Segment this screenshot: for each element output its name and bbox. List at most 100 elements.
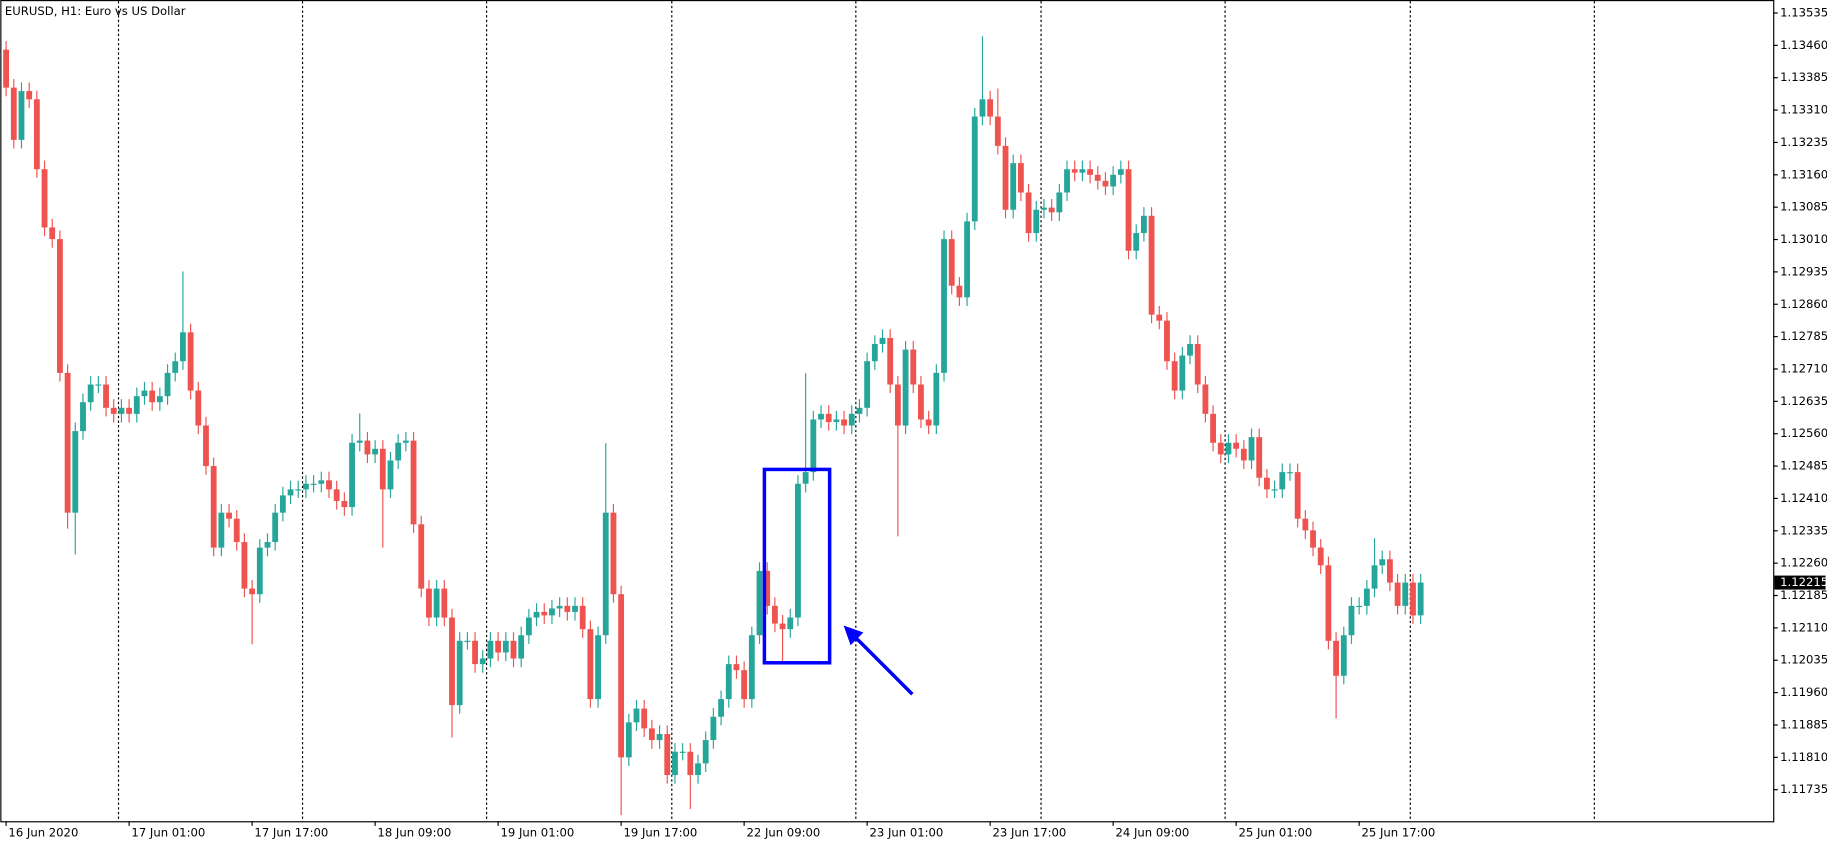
- candle-body: [3, 49, 10, 88]
- candle-body: [979, 99, 986, 117]
- candle-body: [1233, 442, 1240, 449]
- candle-body: [625, 722, 632, 758]
- candle-body: [1017, 163, 1024, 193]
- candle-body: [249, 588, 256, 595]
- y-tick-label: 1.12410: [1780, 491, 1827, 505]
- candle-body: [1125, 169, 1132, 251]
- candle-body: [1033, 209, 1040, 234]
- candle-body: [133, 396, 140, 414]
- candle-body: [1379, 559, 1386, 566]
- candle-body: [933, 372, 940, 426]
- candle-body: [318, 480, 325, 484]
- last-price-box: [1774, 575, 1826, 590]
- candle-body: [1087, 169, 1093, 175]
- x-tick-label: 22 Jun 09:00: [746, 825, 820, 839]
- chart-title: EURUSD, H1: Euro vs US Dollar: [5, 4, 186, 18]
- y-tick-label: 1.12185: [1780, 588, 1827, 602]
- candle-body: [1417, 582, 1424, 616]
- candle-body: [1263, 477, 1270, 490]
- candle-body: [1010, 163, 1017, 210]
- candle-body: [1025, 192, 1032, 234]
- candle-body: [95, 384, 102, 386]
- candle-body: [72, 431, 79, 513]
- candle-body: [633, 708, 640, 723]
- candle-body: [87, 384, 94, 403]
- candle-body: [964, 221, 970, 298]
- x-tick-label: 25 Jun 17:00: [1361, 825, 1435, 839]
- candle-body: [195, 390, 202, 426]
- candle-body: [533, 611, 540, 618]
- candle-body: [472, 640, 478, 665]
- candle-body: [1048, 207, 1055, 213]
- y-tick-label: 1.13235: [1780, 135, 1827, 149]
- candle-body: [510, 640, 517, 659]
- candle-body: [879, 337, 886, 344]
- candle-body: [610, 512, 617, 595]
- y-tick-label: 1.13160: [1780, 167, 1827, 181]
- candle-body: [441, 588, 448, 618]
- y-tick-label: 1.12860: [1780, 297, 1827, 311]
- candle-body: [487, 640, 494, 659]
- candle-body: [41, 169, 48, 228]
- candle-body: [502, 640, 509, 653]
- candle-body: [710, 716, 717, 741]
- candle-body: [1340, 635, 1347, 676]
- candle-body: [295, 489, 302, 491]
- candle-body: [702, 740, 709, 764]
- y-tick-label: 1.13310: [1780, 103, 1827, 117]
- x-tick-label: 23 Jun 01:00: [869, 825, 943, 839]
- candle-body: [1056, 192, 1063, 213]
- candle-body: [1171, 361, 1178, 391]
- candle-body: [856, 407, 863, 414]
- candle-body: [303, 483, 309, 490]
- candle-body: [203, 425, 209, 467]
- x-tick-label: 24 Jun 09:00: [1115, 825, 1189, 839]
- candle-body: [902, 349, 909, 426]
- candle-body: [33, 99, 40, 170]
- candle-body: [1217, 442, 1224, 455]
- candle-body: [864, 361, 871, 408]
- candle-body: [1394, 582, 1401, 606]
- candle-body: [572, 605, 578, 612]
- candle-body: [433, 588, 440, 618]
- y-tick-label: 1.12485: [1780, 459, 1827, 473]
- candle-body: [556, 605, 563, 609]
- candle-body: [602, 512, 609, 636]
- x-tick-label: 18 Jun 09:00: [377, 825, 451, 839]
- candle-body: [1133, 233, 1140, 251]
- candle-body: [1363, 588, 1370, 606]
- candle-body: [1156, 314, 1163, 321]
- candle-body: [1079, 169, 1086, 173]
- x-tick-label: 17 Jun 17:00: [254, 825, 328, 839]
- candle-body: [579, 605, 586, 630]
- candle-body: [971, 116, 978, 222]
- candle-body: [1356, 605, 1363, 608]
- candle-body: [1310, 530, 1316, 548]
- candle-body: [994, 116, 1001, 146]
- candle-body: [848, 413, 855, 426]
- candle-body: [825, 413, 832, 423]
- candle-body: [725, 664, 732, 700]
- x-tick-label: 25 Jun 01:00: [1238, 825, 1312, 839]
- candle-body: [941, 239, 947, 373]
- candle-body: [956, 285, 963, 298]
- x-tick-label: 16 Jun 2020: [8, 825, 78, 839]
- candle-body: [1386, 559, 1393, 583]
- candle-body: [1164, 320, 1170, 362]
- candle-body: [1333, 640, 1340, 676]
- y-tick-label: 1.12635: [1780, 394, 1827, 408]
- candle-body: [49, 227, 56, 240]
- candle-body: [948, 239, 955, 286]
- y-tick-label: 1.11960: [1780, 685, 1827, 699]
- candle-body: [787, 617, 794, 630]
- candle-body: [810, 419, 817, 473]
- candle-body: [26, 91, 33, 100]
- candle-body: [564, 605, 571, 612]
- annotation-arrow: [852, 634, 914, 696]
- candle-body: [1094, 174, 1101, 181]
- y-tick-label: 1.12710: [1780, 361, 1827, 375]
- candle-body: [80, 402, 86, 432]
- candle-body: [449, 617, 455, 706]
- candle-body: [1225, 442, 1232, 455]
- candle-body: [149, 390, 156, 403]
